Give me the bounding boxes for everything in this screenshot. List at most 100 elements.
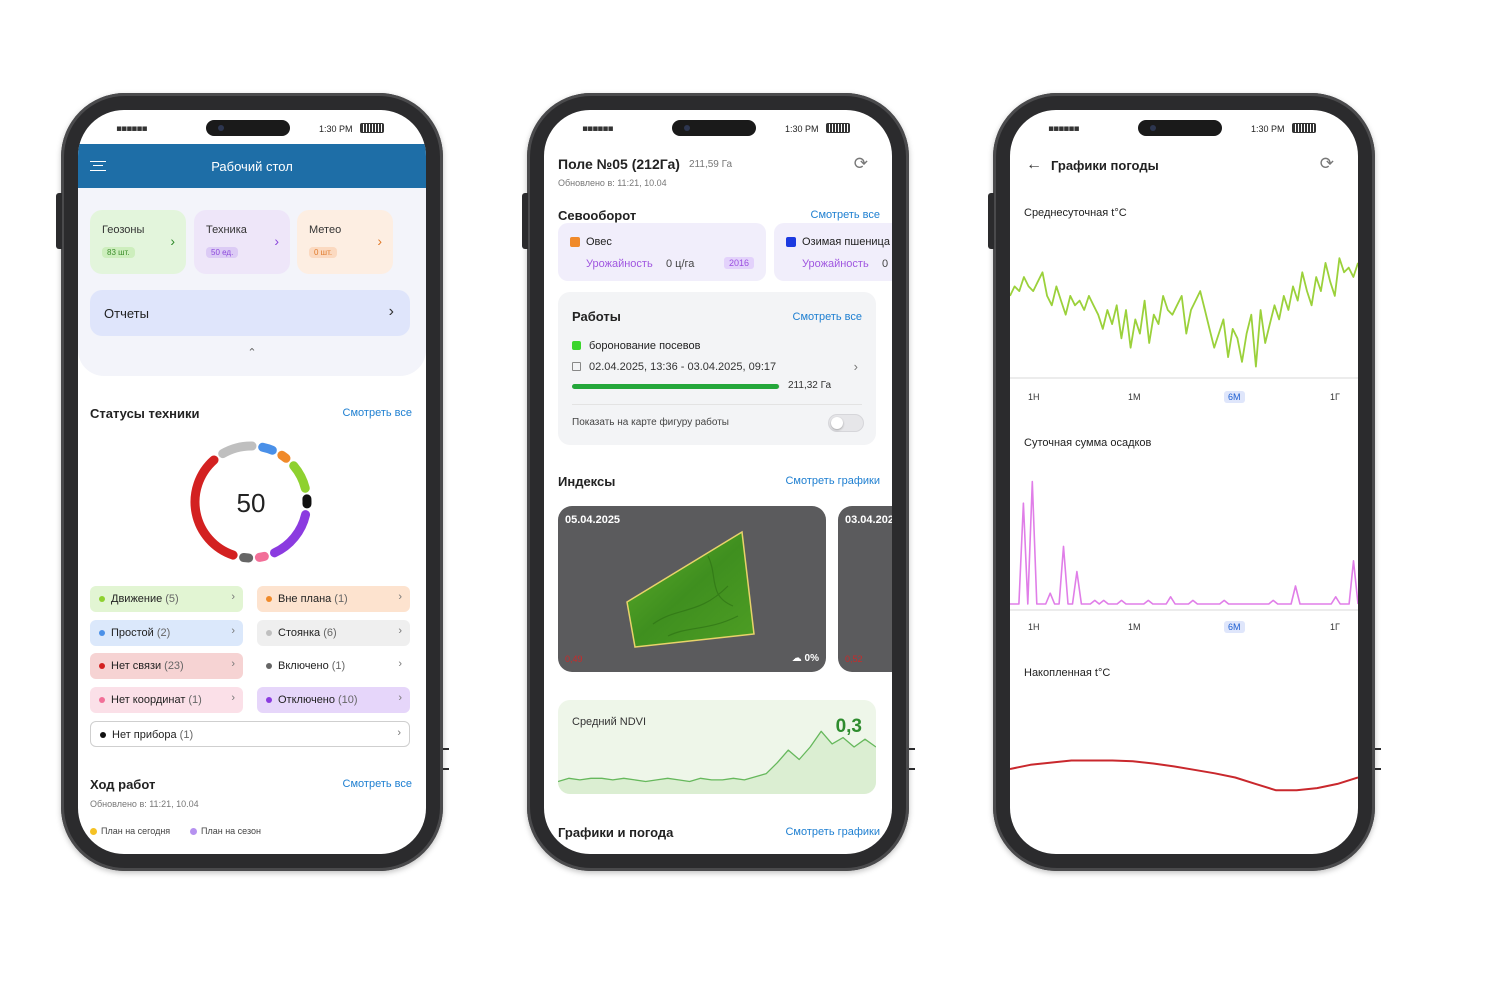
status-label: Включено (1) (278, 660, 345, 672)
series-line (558, 730, 876, 783)
tile-card[interactable]: Техника 50 ед. › (194, 210, 290, 274)
status-count: (1) (334, 593, 348, 605)
menu-icon[interactable] (90, 161, 106, 171)
status-chip[interactable]: Включено (1) › (257, 653, 410, 679)
tile-count-badge: 50 ед. (206, 247, 239, 258)
back-arrow-icon[interactable]: ← (1026, 156, 1042, 173)
yield-value: 0 (882, 258, 889, 270)
app-header: Рабочий стол (78, 144, 426, 188)
status-dot (99, 663, 105, 669)
legend-item: План на сегодня (90, 826, 170, 836)
period-option[interactable]: 1Г (1330, 392, 1340, 402)
screen-weather: ▪▪▪▪▪▪ 1:30 PM ← Графики погоды ⟳ Средне… (1010, 110, 1358, 854)
chevron-right-icon: › (397, 727, 401, 739)
period-selector: 1Н 1М 6М 1Г (1010, 391, 1358, 406)
donut-segment (270, 510, 311, 558)
donut-segment (258, 442, 277, 455)
period-option[interactable]: 1М (1128, 622, 1141, 632)
ndvi-trend-chart (558, 730, 876, 794)
view-all-link[interactable]: Смотреть все (810, 209, 880, 221)
crop-card[interactable]: Озимая пшеница Урожайность 0 (774, 223, 892, 281)
status-count: (6) (323, 627, 337, 639)
section-title-charts-weather: Графики и погода (558, 825, 674, 840)
phone-side-button (1375, 748, 1381, 770)
donut-segment (190, 455, 238, 560)
period-option[interactable]: 1М (1128, 392, 1141, 402)
phone-dashboard: ▪▪▪▪▪▪ 1:30 PM Рабочий стол Геозоны 83 шт… (56, 93, 449, 871)
chevron-right-icon: › (231, 692, 235, 704)
tile-card[interactable]: Геозоны 83 шт. › (90, 210, 186, 274)
works-card: Работы Смотреть все боронование посевов … (558, 292, 876, 445)
view-all-link[interactable]: Смотреть все (342, 407, 412, 419)
camera-notch (672, 120, 756, 136)
section-title-vehicle-status: Статусы техники (90, 406, 200, 421)
signal-icon: ▪▪▪▪▪▪ (116, 124, 148, 134)
field-title: Поле №05 (212Га) (558, 156, 680, 172)
crop-color-marker (570, 237, 580, 247)
chart-title-precipitation: Суточная сумма осадков (1024, 437, 1152, 449)
reports-button[interactable]: Отчеты › (90, 290, 410, 336)
status-dot (266, 663, 272, 669)
refresh-icon[interactable]: ⟳ (853, 154, 868, 173)
view-all-link[interactable]: Смотреть все (342, 778, 412, 790)
status-dot (266, 596, 272, 602)
period-option[interactable]: 1Н (1028, 392, 1040, 402)
status-chip[interactable]: Отключено (10) › (257, 687, 410, 713)
view-all-link[interactable]: Смотреть все (792, 311, 862, 323)
status-chip[interactable]: Вне плана (1) › (257, 586, 410, 612)
status-chip[interactable]: Движение (5) › (90, 586, 243, 612)
ndvi-image-card[interactable]: 03.04.2025 0,52 (838, 506, 892, 672)
refresh-icon[interactable]: ⟳ (1319, 154, 1334, 173)
period-selector: 1Н 1М 6М 1Г (1010, 621, 1358, 636)
chevron-right-icon[interactable]: › (853, 359, 858, 374)
view-charts-link[interactable]: Смотреть графики (785, 475, 880, 487)
status-chip[interactable]: Стоянка (6) › (257, 620, 410, 646)
avg-temp-chart (1010, 257, 1358, 379)
camera-notch (206, 120, 290, 136)
field-texture (652, 555, 739, 637)
status-count: (5) (165, 593, 179, 605)
show-on-map-toggle[interactable] (828, 414, 864, 432)
status-dot (266, 630, 272, 636)
period-option[interactable]: 1Г (1330, 622, 1340, 632)
tile-count-badge: 0 шт. (309, 247, 338, 258)
phone-side-button (443, 748, 449, 770)
status-donut-chart: 50 (190, 441, 312, 563)
tile-card[interactable]: Метео 0 шт. › (297, 210, 393, 274)
period-option[interactable]: 1Н (1028, 622, 1040, 632)
phone-side-button (988, 193, 994, 249)
status-dot (99, 630, 105, 636)
average-ndvi-card[interactable]: Средний NDVI 0,3 (558, 700, 876, 794)
tile-label: Техника (206, 224, 247, 236)
legend-dot (190, 828, 197, 835)
reports-label: Отчеты (104, 306, 149, 321)
view-charts-link[interactable]: Смотреть графики (785, 826, 880, 838)
status-name: Стоянка (278, 627, 321, 639)
status-chip[interactable]: Нет координат (1) › (90, 687, 243, 713)
crop-name: Овес (586, 236, 612, 248)
chart-title-accumulated-temp: Накопленная t°C (1024, 667, 1111, 679)
average-ndvi-value: 0,3 (835, 716, 862, 737)
status-name: Движение (111, 593, 163, 605)
status-name: Нет связи (111, 660, 162, 672)
status-chip[interactable]: Нет прибора (1) › (90, 721, 410, 747)
legend-label: План на сегодня (101, 826, 171, 836)
series-area (558, 731, 876, 794)
status-dot (100, 732, 106, 738)
task-item[interactable]: боронование посевов (572, 340, 700, 352)
chart-title-avg-temp: Среднесуточная t°C (1024, 207, 1127, 219)
status-label: Нет прибора (1) (112, 729, 193, 741)
ndvi-image-card[interactable]: 05.04.2025 0,49 ☁ 0% (558, 506, 826, 672)
chevron-right-icon: › (231, 658, 235, 670)
status-chip[interactable]: Нет связи (23) › (90, 653, 243, 679)
updated-time: Обновлено в: 11:21, 10.04 (90, 799, 199, 809)
status-count: (1) (331, 660, 346, 672)
chevron-right-icon: › (398, 692, 402, 704)
calendar-icon (572, 362, 581, 371)
period-option[interactable]: 6М (1224, 621, 1245, 633)
collapse-icon[interactable]: ⌃ (247, 347, 257, 359)
crop-card[interactable]: Овес Урожайность 0 ц/га 2016 (558, 223, 766, 281)
status-chip[interactable]: Простой (2) › (90, 620, 243, 646)
period-option[interactable]: 6М (1224, 391, 1245, 403)
chevron-right-icon: › (170, 233, 175, 249)
